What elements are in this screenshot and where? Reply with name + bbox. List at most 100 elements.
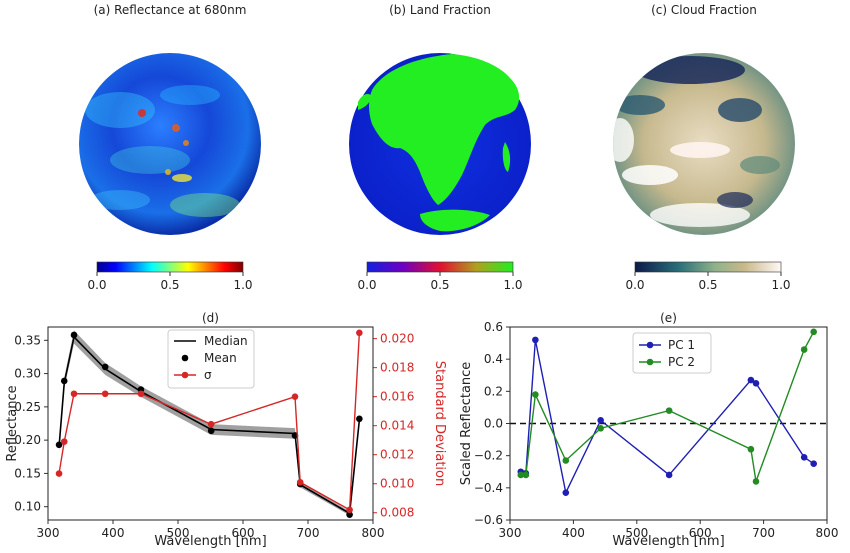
colorbar-c-tick: 0.5 xyxy=(698,278,717,292)
pc2-point xyxy=(800,346,808,353)
colorbar-c-tick: 0.0 xyxy=(625,278,644,292)
madagascar-land xyxy=(502,142,511,172)
mean-point xyxy=(70,331,78,339)
chart-d-legend: Median Mean σ xyxy=(167,329,255,389)
mean-point xyxy=(207,427,215,435)
sigma-point xyxy=(101,390,109,398)
y-right-axis-label: Standard Deviation xyxy=(432,361,447,486)
colorbar-b xyxy=(366,261,514,273)
sigma-point xyxy=(296,478,304,486)
legend-sigma-label: σ xyxy=(204,368,212,382)
x-tick-label: 500 xyxy=(167,526,190,540)
legend-mean-swatch xyxy=(181,354,189,362)
x-tick-label: 300 xyxy=(499,526,522,540)
colorbar-c-tick: 1.0 xyxy=(771,278,790,292)
y-tick-label: 0.20 xyxy=(14,433,41,447)
sigma-point xyxy=(137,390,145,398)
sigma-point xyxy=(291,393,299,400)
y-tick-label: −0.6 xyxy=(474,513,503,527)
x-tick-label: 300 xyxy=(37,526,60,540)
land-globe xyxy=(349,53,531,235)
legend-pc1-label: PC 1 xyxy=(668,338,695,352)
x-tick-label: 800 xyxy=(816,526,839,540)
legend-pc2-label: PC 2 xyxy=(668,355,695,369)
colorbar-b-tick: 0.5 xyxy=(430,278,449,292)
pc2-point xyxy=(522,471,530,479)
sigma-point xyxy=(60,438,68,445)
pc2-point xyxy=(810,328,817,336)
panel-c-cloud: (c) Cloud Fraction 0.0 0.5 1.0 xyxy=(613,3,795,292)
pc2-point xyxy=(752,478,760,485)
legend-box xyxy=(167,329,255,389)
y-right-tick-label: 0.020 xyxy=(380,332,414,346)
y-tick-label: 0.4 xyxy=(484,352,503,366)
y-right-tick-label: 0.018 xyxy=(380,361,414,375)
pc2-point xyxy=(517,471,525,479)
pc1-point xyxy=(752,379,760,387)
x-tick-label: 400 xyxy=(562,526,585,540)
pc1-point xyxy=(532,336,539,344)
x-axis-label: Wavelength [nm] xyxy=(154,534,266,549)
y-tick-label: 0.6 xyxy=(484,320,503,334)
panel-a-reflectance: (a) Reflectance at 680nm 0.0 0.5 1.0 xyxy=(79,3,261,292)
chart-d-frame xyxy=(47,326,374,521)
sigma-point xyxy=(70,390,78,398)
mean-point xyxy=(346,511,353,518)
reflectance-globe xyxy=(79,53,261,235)
sigma-point xyxy=(356,329,363,337)
pc1-point xyxy=(800,453,808,461)
legend-median-label: Median xyxy=(204,334,248,348)
mean-point xyxy=(55,441,63,449)
y-tick-label: −0.4 xyxy=(474,481,503,495)
pc1-point xyxy=(810,460,817,468)
y-axis-label: Reflectance xyxy=(5,385,20,461)
x-tick-label: 800 xyxy=(362,526,385,540)
y-tick-label: 0.15 xyxy=(14,466,41,480)
colorbar-a-tick: 0.5 xyxy=(160,278,179,292)
mean-point xyxy=(101,363,109,371)
pc1-line xyxy=(520,339,815,495)
pc2-point xyxy=(597,425,604,432)
panel-b-title: (b) Land Fraction xyxy=(389,3,491,17)
x-tick-label: 600 xyxy=(232,526,255,540)
y-right-tick-label: 0.010 xyxy=(380,477,414,491)
colorbar-b-tick: 0.0 xyxy=(357,278,376,292)
y-tick-label: 0.10 xyxy=(14,500,41,514)
y-tick-label: 0.2 xyxy=(484,384,503,398)
pc2-line xyxy=(520,331,815,485)
western-land xyxy=(358,94,372,110)
pc1-point xyxy=(562,489,570,496)
pc2-point xyxy=(665,407,673,414)
sigma-point xyxy=(55,470,63,477)
pc2-point xyxy=(747,445,755,453)
chart-d-reflectance: (d) 300 400 500 600 700 800 0.10 0.15 0.20 0.25 0.3… xyxy=(5,311,447,549)
cloud-globe xyxy=(613,53,795,235)
sigma-point xyxy=(346,506,353,514)
colorbar-a-tick: 1.0 xyxy=(233,278,252,292)
africa-land xyxy=(369,54,520,205)
panel-b-land: (b) Land Fraction 0.0 0.5 1.0 xyxy=(349,3,531,292)
antarctica-land xyxy=(420,209,490,232)
colorbar-a-tick: 0.0 xyxy=(87,278,106,292)
sigma-point xyxy=(207,420,215,428)
mean-point xyxy=(60,377,68,385)
pc1-point xyxy=(665,471,673,479)
y-tick-label: −0.2 xyxy=(474,449,503,463)
panel-a-title: (a) Reflectance at 680nm xyxy=(94,3,247,17)
legend-pc1-marker xyxy=(646,341,654,349)
x-tick-label: 700 xyxy=(297,526,320,540)
chart-e-legend: PC 1 PC 2 xyxy=(632,332,712,374)
median-band xyxy=(59,330,360,516)
y-tick-label: 0.0 xyxy=(484,417,503,431)
x-tick-label: 500 xyxy=(625,526,648,540)
y-right-tick-label: 0.016 xyxy=(380,390,414,404)
x-tick-label: 600 xyxy=(689,526,712,540)
y-tick-label: 0.25 xyxy=(14,400,41,414)
pc2-point xyxy=(532,391,539,398)
y-right-tick-label: 0.014 xyxy=(380,419,414,433)
pc1-point xyxy=(597,416,604,424)
x-axis-label: Wavelength [nm] xyxy=(612,534,724,549)
chart-d-title: (d) xyxy=(202,311,219,325)
sigma-line xyxy=(58,332,361,511)
colorbar-a xyxy=(96,261,244,273)
